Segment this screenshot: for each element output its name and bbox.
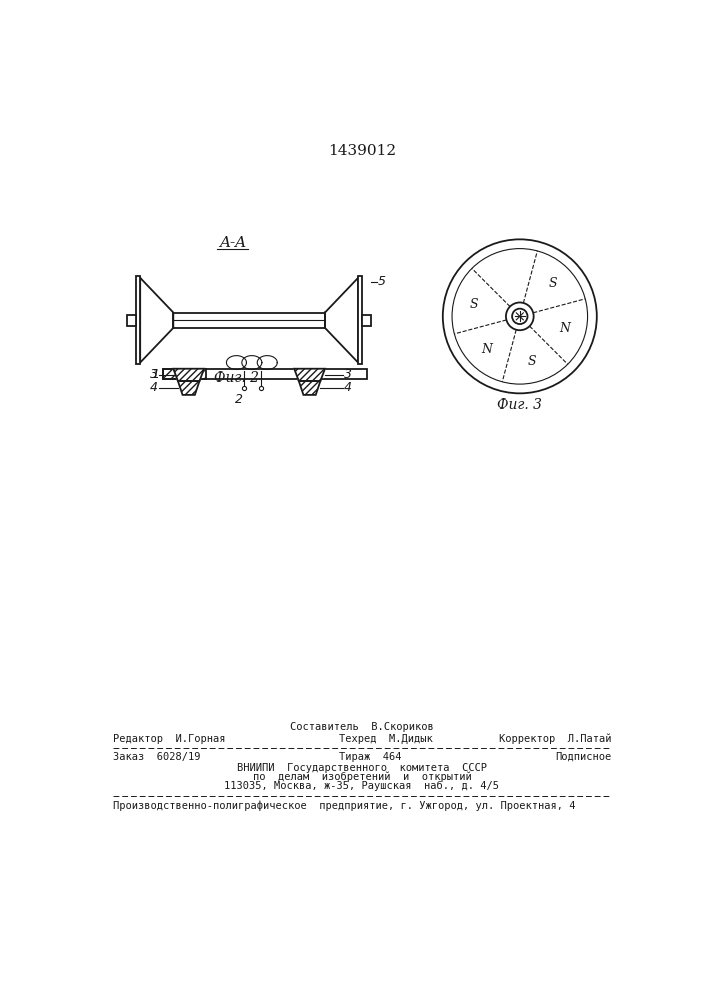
Text: Техред  М.Дидык: Техред М.Дидык [339,734,433,744]
Bar [163,369,206,379]
Text: Заказ  6028/19: Заказ 6028/19 [113,752,201,762]
Text: 113035, Москва, ж-35, Раушская  наб., д. 4/5: 113035, Москва, ж-35, Раушская наб., д. … [224,781,499,791]
Text: Редактор  И.Горная: Редактор И.Горная [113,734,226,744]
Circle shape [506,302,534,330]
Circle shape [512,309,527,324]
Bar [163,369,368,379]
Polygon shape [140,278,173,363]
Text: ВНИИПИ  Государственного  комитета  СССР: ВНИИПИ Государственного комитета СССР [237,763,487,773]
Polygon shape [299,381,320,395]
Text: Фиг. 3: Фиг. 3 [497,398,542,412]
Bar [362,315,371,326]
Circle shape [443,239,597,393]
Text: 3: 3 [344,368,352,381]
Text: A-A: A-A [219,236,246,250]
Text: N: N [481,343,492,356]
Text: S: S [527,355,537,368]
Polygon shape [294,369,325,381]
Text: 4: 4 [344,381,352,394]
Text: по  делам  изобретений  и  открытий: по делам изобретений и открытий [252,772,472,782]
Text: 1: 1 [151,368,160,381]
Text: Производственно-полиграфическое  предприятие, г. Ужгород, ул. Проектная, 4: Производственно-полиграфическое предприя… [113,800,575,811]
Text: 4: 4 [150,381,158,394]
Text: Составитель  В.Скориков: Составитель В.Скориков [290,722,434,732]
Text: Фиг. 2: Фиг. 2 [214,371,259,385]
Circle shape [452,249,588,384]
Bar [136,276,140,364]
Text: S: S [549,277,557,290]
Text: 1439012: 1439012 [328,144,396,158]
Polygon shape [178,381,199,395]
Text: Корректор  Л.Патай: Корректор Л.Патай [499,734,612,744]
Polygon shape [325,278,358,363]
Text: N: N [560,322,571,335]
Bar [358,276,362,364]
Text: 3: 3 [150,368,158,381]
Bar [163,369,206,379]
Text: 2: 2 [235,393,243,406]
Text: Тираж  464: Тираж 464 [339,752,402,762]
Polygon shape [173,369,204,381]
Bar [127,315,136,326]
Bar [173,312,325,328]
Text: S: S [470,298,479,311]
Text: 5: 5 [378,275,385,288]
Text: Подписное: Подписное [555,752,612,762]
